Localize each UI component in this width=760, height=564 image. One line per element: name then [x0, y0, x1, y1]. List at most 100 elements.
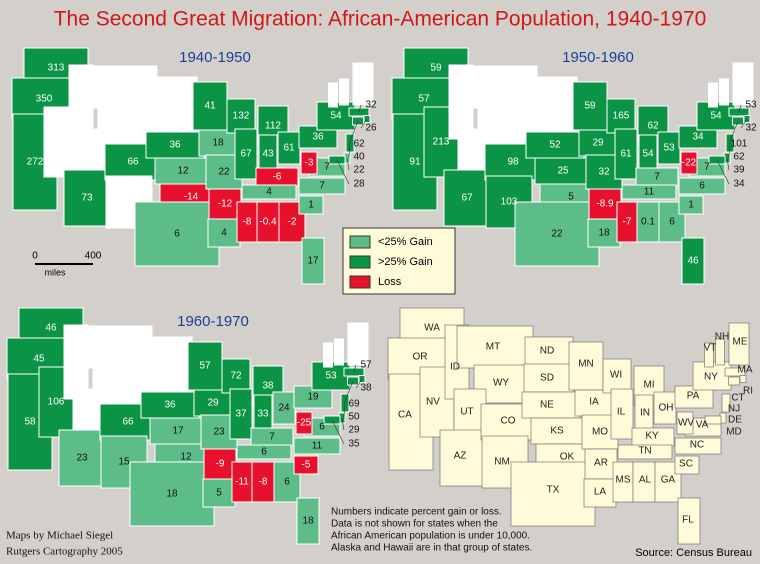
value-label: 54: [642, 149, 654, 160]
legend-label: <25% Gain: [378, 236, 433, 248]
state-label: MA: [738, 365, 753, 376]
state: [521, 391, 581, 419]
state-label: IL: [617, 407, 626, 418]
value-label: 6: [699, 181, 705, 192]
state: [715, 338, 725, 366]
value-label: 32: [365, 100, 377, 111]
state: [674, 455, 700, 475]
map-title: 1940-1950: [179, 49, 251, 66]
state: [293, 455, 319, 475]
value-label: -8: [243, 217, 252, 228]
state: [229, 388, 253, 440]
state: [678, 177, 726, 195]
state: [293, 437, 341, 455]
value-label: 4: [266, 187, 272, 198]
value-label: -12: [218, 199, 233, 210]
value-label: -8: [259, 477, 268, 488]
value-label: 106: [48, 397, 65, 408]
legend: <25% Gain >25% Gain Loss: [349, 235, 433, 289]
state-label: FL: [682, 515, 694, 526]
state-label: NC: [690, 440, 704, 451]
state-label: KY: [645, 431, 659, 442]
credit: Rutgers Cartography 2005: [6, 546, 123, 558]
value-label: 36: [164, 400, 176, 411]
state: [724, 367, 746, 377]
state: [704, 342, 714, 368]
value-label: 101: [731, 139, 748, 150]
scale-start: 0: [32, 251, 38, 262]
state: [456, 325, 534, 369]
state: [296, 497, 320, 545]
value-label: 313: [48, 63, 65, 74]
value-label: 53: [745, 100, 757, 111]
legend-swatch: [349, 255, 371, 269]
state: [572, 81, 608, 131]
state-label: OK: [560, 452, 575, 463]
state: [143, 336, 193, 366]
state-label: NE: [540, 400, 554, 411]
state: [187, 341, 223, 391]
state: [610, 388, 634, 440]
state: [241, 184, 297, 200]
state: [328, 82, 338, 108]
state-label: IN: [640, 408, 650, 419]
leader-line: [353, 364, 357, 373]
value-label: 22: [551, 229, 563, 240]
state: [719, 78, 729, 106]
value-label: 6: [284, 477, 290, 488]
state-label: IA: [589, 397, 599, 408]
leader-line: [343, 380, 354, 405]
leader-line: [358, 104, 362, 113]
value-label: 91: [409, 157, 421, 168]
state-label: AZ: [454, 451, 467, 462]
state-label: UT: [460, 407, 473, 418]
value-label: 57: [199, 361, 211, 372]
leader-line: [728, 120, 739, 145]
state: [674, 437, 722, 455]
state-label: MO: [592, 427, 608, 438]
value-label: 66: [127, 157, 139, 168]
state: [584, 448, 618, 480]
leader-line: [346, 157, 350, 171]
state: [129, 461, 215, 527]
value-label: 5: [568, 192, 574, 203]
value-label: 36: [169, 140, 181, 151]
note: African American population is under 10,…: [331, 531, 530, 542]
value-label: -0.4: [259, 217, 277, 228]
state: [298, 195, 324, 215]
state: [339, 78, 349, 106]
state: [63, 169, 111, 227]
state: [510, 461, 596, 527]
state: [621, 184, 677, 200]
map: 1950-196059579121367981035225522592932-8…: [391, 47, 757, 285]
value-label: 22: [353, 165, 365, 176]
value-label: 43: [262, 149, 274, 160]
note: Data is not shown for states when the: [331, 519, 498, 530]
state-label: DE: [728, 415, 742, 426]
leader-line: [348, 120, 359, 145]
map: 1940-195031335027273663612-146411822-124…: [11, 47, 377, 285]
state: [221, 358, 251, 394]
value-label: 7: [704, 162, 710, 173]
state: [473, 364, 531, 404]
value-label: 15: [118, 457, 130, 468]
state: [721, 393, 731, 413]
value-label: 22: [218, 167, 230, 178]
value-label: 11: [312, 441, 323, 452]
value-label: 45: [33, 354, 45, 365]
leader-line: [726, 157, 730, 171]
value-label: -8.9: [596, 199, 614, 210]
value-label: 34: [733, 179, 745, 190]
state: [728, 322, 750, 366]
legend-label: >25% Gain: [378, 256, 433, 268]
value-label: -2: [288, 217, 297, 228]
value-label: 34: [692, 132, 704, 143]
state-label: TN: [638, 446, 651, 457]
leader-line: [360, 118, 368, 129]
state: [75, 325, 153, 369]
value-label: 165: [613, 111, 630, 122]
state: [236, 444, 292, 460]
state-label: MT: [486, 342, 500, 353]
leader-line: [341, 417, 345, 431]
